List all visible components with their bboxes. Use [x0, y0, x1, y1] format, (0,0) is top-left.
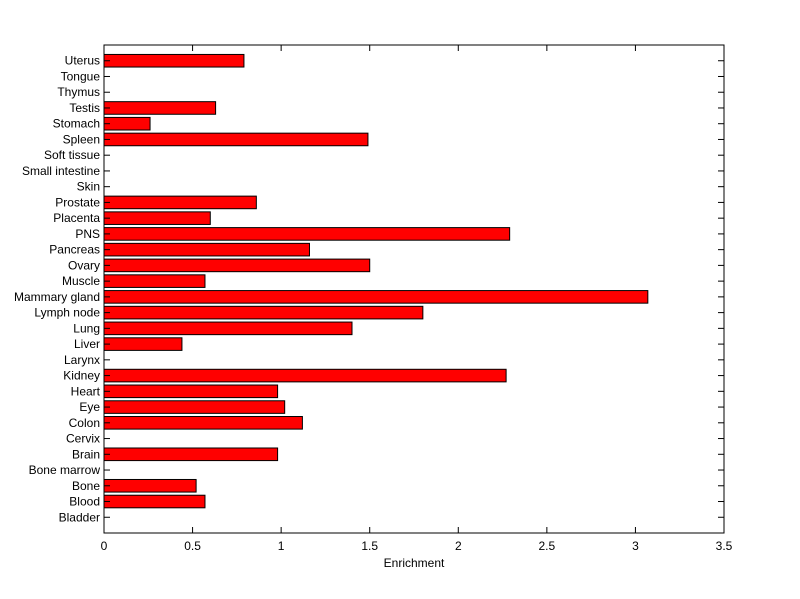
bar-blood — [103, 494, 206, 509]
y-tick-label: Larynx — [64, 353, 100, 367]
y-tick-label: Brain — [72, 447, 100, 461]
bar-muscle — [103, 274, 206, 288]
y-tick-label: Placenta — [53, 211, 100, 225]
plot-frame — [103, 44, 725, 534]
y-tick-label: Mammary gland — [14, 290, 100, 304]
bar-brain — [103, 447, 279, 462]
x-tick-label: 2 — [455, 539, 462, 553]
y-tick-label: Skin — [77, 180, 100, 194]
y-tick-label: Cervix — [66, 432, 100, 446]
y-tick-label: Bone — [72, 479, 100, 493]
bar-lung — [103, 321, 353, 336]
y-tick-label: Lung — [73, 321, 100, 335]
x-axis: 0 0.5 1 1.5 2 2.5 3 3.5 — [101, 45, 733, 553]
bar-pancreas — [103, 242, 310, 257]
bar-prostate — [103, 195, 257, 210]
y-tick-label: Pancreas — [49, 243, 100, 257]
x-tick-label: 1.5 — [361, 539, 378, 553]
bar-mammary-gland — [103, 290, 649, 304]
y-tick-label: Testis — [69, 101, 100, 115]
bar-heart — [103, 384, 279, 399]
y-tick-label: Soft tissue — [44, 148, 100, 162]
y-tick-label: Ovary — [68, 258, 100, 272]
y-tick-label: Tongue — [61, 69, 101, 83]
y-tick-label: Heart — [71, 384, 101, 398]
y-tick-label: Kidney — [63, 369, 100, 383]
bar-uterus — [103, 53, 245, 68]
bar-lymph-node — [103, 305, 424, 320]
x-tick-label: 1 — [278, 539, 285, 553]
bar-liver — [103, 337, 183, 351]
x-tick-label: 3.5 — [716, 539, 733, 553]
bar-ovary — [103, 258, 371, 273]
bars-group — [103, 53, 649, 509]
x-axis-title: Enrichment — [384, 556, 445, 570]
x-tick-label: 3 — [632, 539, 639, 553]
y-tick-label: Bladder — [59, 510, 100, 524]
bar-bone — [103, 478, 197, 493]
bar-stomach — [103, 116, 151, 131]
y-tick-label: Liver — [74, 337, 100, 351]
y-tick-label: Spleen — [63, 132, 100, 146]
y-tick-label: Small intestine — [22, 164, 100, 178]
y-tick-label: Blood — [69, 495, 100, 509]
y-tick-label: Lymph node — [34, 306, 100, 320]
bar-eye — [103, 400, 286, 414]
y-tick-label: Muscle — [62, 274, 100, 288]
bar-pns — [103, 227, 511, 241]
y-tick-label: Colon — [69, 416, 100, 430]
y-tick-label: Stomach — [53, 117, 100, 131]
bar-spleen — [103, 132, 369, 147]
x-tick-label: 2.5 — [539, 539, 556, 553]
x-tick-label: 0 — [101, 539, 108, 553]
bar-kidney — [103, 368, 507, 383]
y-tick-label: Bone marrow — [29, 463, 101, 477]
y-tick-label: PNS — [75, 227, 100, 241]
y-tick-label: Eye — [79, 400, 100, 414]
bar-placenta — [103, 211, 211, 225]
x-tick-label: 0.5 — [184, 539, 201, 553]
y-tick-label: Uterus — [65, 54, 100, 68]
bar-colon — [103, 416, 303, 430]
bar-testis — [103, 101, 217, 115]
y-tick-label: Prostate — [55, 195, 100, 209]
y-tick-label: Thymus — [57, 85, 100, 99]
